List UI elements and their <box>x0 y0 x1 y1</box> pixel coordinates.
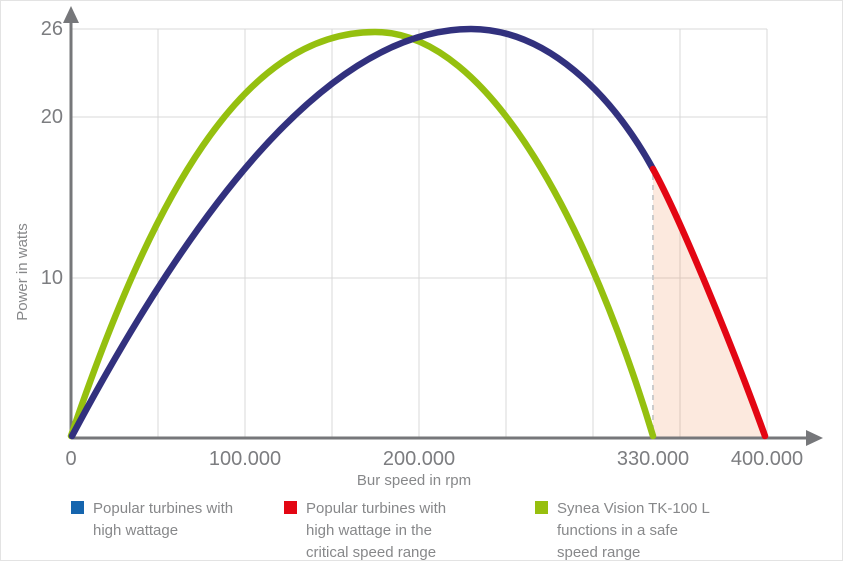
x-tick-0: 0 <box>65 448 76 470</box>
y-tick-10: 10 <box>41 267 63 289</box>
y-axis-title: Power in watts <box>14 223 31 321</box>
x-tick-200k: 200.000 <box>383 448 455 470</box>
legend-label-line: Synea Vision TK-100 L <box>557 500 710 517</box>
blue-curve-popular-turbines <box>68 25 657 440</box>
y-tick-20: 20 <box>41 106 63 128</box>
legend-label-line: Popular turbines with <box>306 500 447 517</box>
x-tick-400k: 400.000 <box>731 448 803 470</box>
legend-label: Popular turbines with high wattage in th… <box>306 498 447 561</box>
legend-item-critical-range: Popular turbines with high wattage in th… <box>284 498 447 561</box>
turbine-power-chart: 26 20 10 0 100.000 200.000 330.000 400.0… <box>14 6 823 489</box>
x-axis-arrow-icon <box>806 430 823 446</box>
legend-item-synea-vision: Synea Vision TK-100 L functions in a saf… <box>535 498 710 561</box>
legend-label: Synea Vision TK-100 L functions in a saf… <box>557 498 710 561</box>
legend-label-line: speed range <box>557 544 641 561</box>
x-tick-330k: 330.000 <box>617 448 689 470</box>
legend-swatch-red <box>284 501 297 514</box>
x-axis <box>71 430 823 446</box>
legend-label: Popular turbines with high wattage <box>93 498 233 542</box>
x-tick-100k: 100.000 <box>209 448 281 470</box>
y-axis <box>63 6 79 439</box>
red-curve-critical-range <box>649 165 769 440</box>
legend-swatch-blue <box>71 501 84 514</box>
gridlines <box>71 28 768 437</box>
legend-label-line: functions in a safe <box>557 522 678 539</box>
legend: Popular turbines with high wattage Popul… <box>1 498 842 561</box>
x-axis-title: Bur speed in rpm <box>357 472 471 489</box>
legend-label-line: Popular turbines with <box>93 500 234 517</box>
legend-label-line: high wattage in the <box>306 522 432 539</box>
legend-item-popular-turbines: Popular turbines with high wattage <box>71 498 233 542</box>
legend-label-line: high wattage <box>93 522 179 539</box>
y-axis-arrow-icon <box>63 6 79 23</box>
y-tick-26: 26 <box>41 18 63 40</box>
legend-swatch-green <box>535 501 548 514</box>
legend-label-line: critical speed range <box>306 544 437 561</box>
green-curve-synea-vision <box>67 28 657 440</box>
critical-region-shade <box>653 171 764 437</box>
